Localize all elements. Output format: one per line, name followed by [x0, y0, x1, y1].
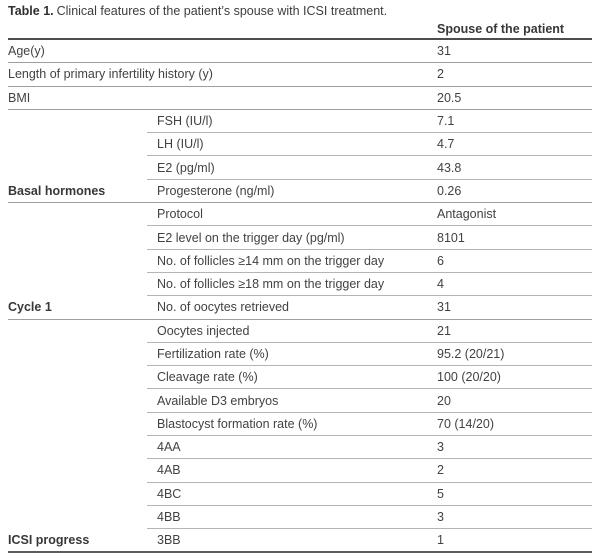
- param-cell: No. of oocytes retrieved: [157, 300, 290, 315]
- group-cell: [8, 389, 147, 412]
- group-cell: [8, 436, 147, 459]
- group-cell: [8, 110, 147, 133]
- table-row: FSH (IU/l) 7.1: [8, 110, 592, 134]
- value-cell: 2: [428, 459, 592, 483]
- table-row: Cleavage rate (%) 100 (20/20): [8, 366, 592, 390]
- value-cell: 31: [437, 44, 451, 59]
- header-value-cell: Spouse of the patient: [437, 22, 565, 36]
- table-row: 4AB 2: [8, 459, 592, 483]
- group-cell: [8, 250, 147, 273]
- table-row: No. of follicles ≥14 mm on the trigger d…: [8, 250, 592, 273]
- table-row: Available D3 embryos 20: [8, 389, 592, 413]
- group-cell: Cycle 1: [8, 300, 52, 315]
- value-cell: 70 (14/20): [428, 413, 592, 437]
- param-cell: Fertilization rate (%): [147, 343, 428, 367]
- group-cell: [8, 320, 147, 343]
- value-cell: 20: [428, 389, 592, 413]
- value-cell: 3: [428, 436, 592, 460]
- value-cell: 8101: [428, 226, 592, 250]
- table-row: Basal hormones Progesterone (ng/ml) 0.26: [8, 180, 592, 204]
- value-cell: 21: [428, 320, 592, 343]
- group-cell: [8, 366, 147, 389]
- param-cell: 4BB: [147, 506, 428, 530]
- table-row: ICSI progress 3BB 1: [8, 529, 592, 553]
- value-cell: 5: [428, 483, 592, 506]
- table-row: LH (IU/l) 4.7: [8, 133, 592, 157]
- group-cell: [8, 413, 147, 436]
- table-body: Age(y) 31 Length of primary infertility …: [8, 40, 592, 553]
- param-cell: LH (IU/l): [147, 133, 428, 157]
- table-title: Table 1. Clinical features of the patient…: [8, 0, 592, 20]
- group-cell: [8, 343, 147, 366]
- table-title-text: Clinical features of the patient’s spous…: [56, 4, 388, 18]
- table-row: E2 (pg/ml) 43.8: [8, 156, 592, 180]
- value-cell: 2: [437, 67, 444, 82]
- param-cell: Age(y): [8, 44, 45, 59]
- value-cell: 6: [428, 250, 592, 273]
- clinical-table: Spouse of the patient Age(y) 31 Length o…: [8, 20, 592, 553]
- value-cell: 1: [437, 532, 444, 547]
- param-cell: E2 level on the trigger day (pg/ml): [147, 226, 428, 250]
- group-cell: [8, 273, 147, 296]
- table-row: Age(y) 31: [8, 40, 592, 64]
- param-cell: 3BB: [157, 532, 181, 547]
- group-cell: [8, 506, 147, 529]
- group-cell: [8, 459, 147, 482]
- param-cell: 4AB: [147, 459, 428, 483]
- value-cell: 100 (20/20): [428, 366, 592, 390]
- value-cell: 43.8: [428, 156, 592, 180]
- param-cell: Blastocyst formation rate (%): [147, 413, 428, 437]
- group-cell: [8, 483, 147, 506]
- param-cell: BMI: [8, 90, 31, 105]
- table-title-label: Table 1.: [8, 4, 54, 18]
- param-cell: E2 (pg/ml): [147, 156, 428, 180]
- param-cell: Cleavage rate (%): [147, 366, 428, 390]
- value-cell: 4: [428, 273, 592, 297]
- param-cell: Length of primary infertility history (y…: [8, 67, 213, 82]
- group-cell: [8, 133, 147, 156]
- value-cell: 95.2 (20/21): [428, 343, 592, 367]
- value-cell: 20.5: [437, 90, 462, 105]
- param-cell: No. of follicles ≥14 mm on the trigger d…: [147, 250, 428, 273]
- group-cell: [8, 203, 147, 226]
- value-cell: 0.26: [437, 183, 462, 198]
- group-cell: [8, 156, 147, 179]
- table-row: 4AA 3: [8, 436, 592, 460]
- param-cell: 4BC: [147, 483, 428, 506]
- table-row: E2 level on the trigger day (pg/ml) 8101: [8, 226, 592, 250]
- table-row: Blastocyst formation rate (%) 70 (14/20): [8, 413, 592, 437]
- value-cell: 7.1: [428, 110, 592, 134]
- table-row: Length of primary infertility history (y…: [8, 63, 592, 87]
- table-row: BMI 20.5: [8, 87, 592, 110]
- table-header-row: Spouse of the patient: [8, 20, 592, 40]
- value-cell: 4.7: [428, 133, 592, 157]
- param-cell: 4AA: [147, 436, 428, 460]
- param-cell: Oocytes injected: [147, 320, 428, 343]
- value-cell: Antagonist: [428, 203, 592, 227]
- param-cell: No. of follicles ≥18 mm on the trigger d…: [147, 273, 428, 297]
- table-row: Cycle 1 No. of oocytes retrieved 31: [8, 296, 592, 320]
- value-cell: 31: [437, 300, 451, 315]
- table-row: 4BB 3: [8, 506, 592, 530]
- param-cell: Available D3 embryos: [147, 389, 428, 413]
- table-row: Protocol Antagonist: [8, 203, 592, 227]
- value-cell: 3: [428, 506, 592, 530]
- group-cell: [8, 226, 147, 249]
- table-row: Oocytes injected 21: [8, 320, 592, 343]
- table-row: Fertilization rate (%) 95.2 (20/21): [8, 343, 592, 367]
- param-cell: Progesterone (ng/ml): [157, 183, 275, 198]
- table-row: No. of follicles ≥18 mm on the trigger d…: [8, 273, 592, 297]
- param-cell: Protocol: [147, 203, 428, 227]
- group-cell: Basal hormones: [8, 183, 106, 198]
- table-row: 4BC 5: [8, 483, 592, 506]
- group-cell: ICSI progress: [8, 532, 90, 547]
- param-cell: FSH (IU/l): [147, 110, 428, 134]
